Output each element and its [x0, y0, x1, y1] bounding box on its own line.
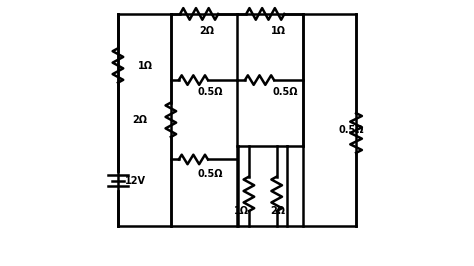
Text: 0.5Ω: 0.5Ω: [339, 125, 365, 135]
Text: 1Ω: 1Ω: [234, 206, 248, 216]
Text: 2Ω: 2Ω: [132, 115, 147, 125]
Text: 12V: 12V: [125, 176, 146, 186]
Text: 1Ω: 1Ω: [271, 26, 285, 36]
Text: 1Ω: 1Ω: [138, 61, 153, 70]
Text: 0.5Ω: 0.5Ω: [273, 87, 298, 97]
Text: 0.5Ω: 0.5Ω: [197, 169, 223, 179]
Text: 2Ω: 2Ω: [199, 26, 214, 36]
Text: 2Ω: 2Ω: [271, 206, 285, 216]
Text: 0.5Ω: 0.5Ω: [197, 87, 223, 97]
